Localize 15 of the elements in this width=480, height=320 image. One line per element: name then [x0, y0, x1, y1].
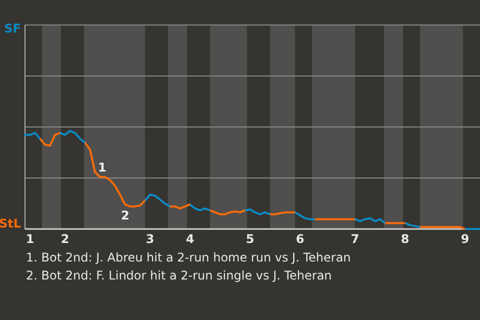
text: 1. Bot 2nd: J. Abreu hit a 2-run home run vs J. Teheran	[26, 250, 351, 264]
x-tick-label: 6	[296, 232, 304, 246]
x-tick-label: 9	[460, 232, 470, 246]
x-tick-label: 5	[246, 232, 254, 246]
x-tick-label: 8	[400, 232, 410, 246]
x-tick-label: 7	[350, 232, 360, 246]
text: 2. Bot 2nd: F. Lindor hit a 2-run single vs J. Teheran	[26, 268, 332, 282]
x-tick-label: 2	[60, 232, 70, 246]
x-tick-label: 1	[26, 232, 34, 246]
x-tick-label: 3	[146, 232, 154, 246]
text: SF	[4, 21, 21, 36]
x-tick-label: 4	[186, 232, 194, 246]
annotation: 2	[121, 208, 130, 222]
annotation: 1	[98, 160, 106, 174]
text: StL	[0, 216, 22, 230]
